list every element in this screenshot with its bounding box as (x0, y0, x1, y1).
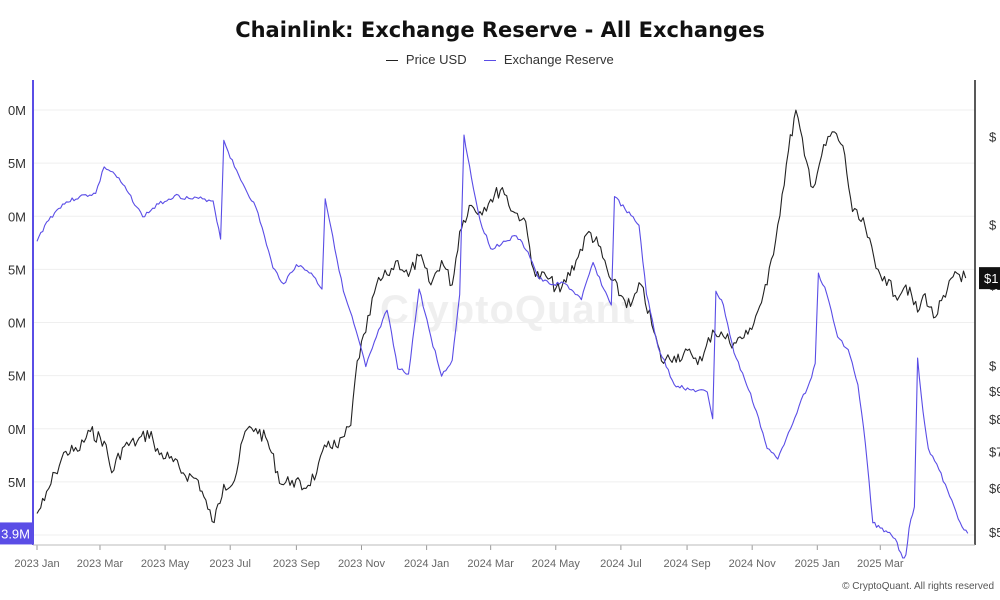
legend-label-reserve: Exchange Reserve (503, 52, 614, 67)
legend-swatch-price (386, 60, 399, 62)
watermark: CryptoQuant (380, 288, 636, 332)
legend-label-price: Price USD (405, 52, 467, 67)
reserve-value-label: 3.9M (1, 526, 30, 541)
x-tick-label: 2023 Sep (273, 558, 320, 570)
legend-item-reserve[interactable]: Exchange Reserve (484, 52, 614, 67)
exchange-reserve-line (36, 134, 969, 559)
x-tick-label: 2024 Mar (467, 558, 514, 570)
chart-title: Chainlink: Exchange Reserve - All Exchan… (235, 18, 765, 42)
right-tick-label: $ (989, 218, 997, 233)
right-tick-label: $8 (989, 412, 1000, 427)
left-tick-label: 5M (8, 369, 26, 384)
left-tick-label: 5M (8, 156, 26, 171)
x-tick-label: 2023 Jul (209, 558, 251, 570)
right-tick-label: $5 (989, 525, 1000, 540)
left-tick-label: 0M (8, 103, 26, 118)
legend: Price USD Exchange Reserve (0, 52, 1000, 67)
right-tick-label: $ (989, 359, 997, 374)
x-tick-label: 2024 Sep (664, 558, 711, 570)
x-tick-label: 2025 Jan (795, 558, 840, 570)
left-tick-label: 0M (8, 209, 26, 224)
x-tick-label: 2023 Mar (77, 558, 124, 570)
x-tick-label: 2025 Mar (857, 558, 904, 570)
x-tick-label: 2023 Jan (14, 558, 59, 570)
x-tick-label: 2024 Jan (404, 558, 449, 570)
x-tick-label: 2023 Nov (338, 558, 386, 570)
right-tick-label: $7 (989, 444, 1000, 459)
right-tick-label: $9 (989, 384, 1000, 399)
legend-item-price[interactable]: Price USD (386, 52, 467, 67)
x-tick-label: 2023 May (141, 558, 190, 570)
price-value-label: $1 (984, 271, 998, 286)
right-tick-label: $ (989, 129, 997, 144)
x-tick-label: 2024 Jul (600, 558, 642, 570)
x-tick-label: 2024 Nov (729, 558, 777, 570)
price-value-marker (979, 267, 1000, 290)
left-tick-label: 0M (8, 316, 26, 331)
left-tick-label: 5M (8, 262, 26, 277)
legend-swatch-reserve (484, 60, 497, 62)
left-tick-label: 5M (8, 475, 26, 490)
copyright-footer: © CryptoQuant. All rights reserved (842, 581, 994, 592)
right-tick-label: $6 (989, 481, 1000, 496)
left-tick-label: 0M (8, 422, 26, 437)
price-usd-line (36, 109, 967, 524)
x-tick-label: 2024 May (532, 558, 581, 570)
reserve-value-marker (0, 522, 33, 545)
